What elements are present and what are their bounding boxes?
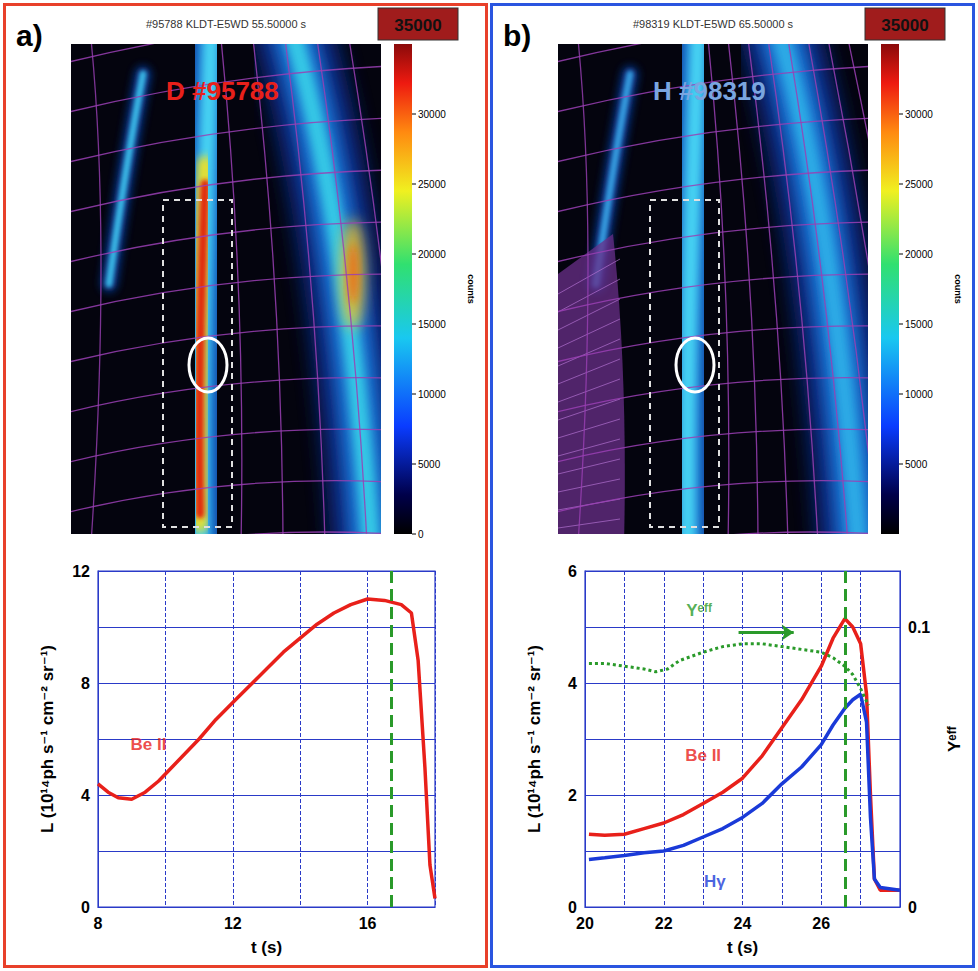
svg-text:6: 6: [568, 563, 577, 580]
svg-text:26: 26: [812, 915, 830, 932]
svg-text:Be II: Be II: [685, 746, 721, 765]
svg-text:b): b): [503, 19, 531, 52]
svg-text:10000: 10000: [905, 389, 933, 400]
svg-text:30000: 30000: [905, 109, 933, 120]
svg-text:Yᵉᶠᶠ: Yᵉᶠᶠ: [945, 726, 964, 752]
svg-text:#95788 KLDT-E5WD 55.50000 s: #95788 KLDT-E5WD 55.50000 s: [146, 18, 307, 30]
svg-text:0.1: 0.1: [908, 619, 930, 636]
svg-text:counts: counts: [466, 274, 476, 304]
svg-text:8: 8: [94, 915, 103, 932]
svg-text:4: 4: [568, 675, 577, 692]
svg-text:10000: 10000: [418, 389, 446, 400]
svg-text:t (s): t (s): [251, 938, 282, 957]
svg-text:L (10¹⁴ph s⁻¹ cm⁻² sr⁻¹): L (10¹⁴ph s⁻¹ cm⁻² sr⁻¹): [38, 645, 57, 833]
svg-text:0: 0: [81, 899, 90, 916]
svg-text:25000: 25000: [905, 179, 933, 190]
svg-text:30000: 30000: [418, 109, 446, 120]
svg-text:20: 20: [576, 915, 594, 932]
svg-text:5000: 5000: [418, 459, 441, 470]
svg-text:35000: 35000: [881, 16, 928, 35]
svg-text:2: 2: [568, 787, 577, 804]
svg-text:t (s): t (s): [727, 938, 758, 957]
svg-text:0: 0: [908, 899, 917, 916]
svg-text:25000: 25000: [418, 179, 446, 190]
svg-text:Hγ: Hγ: [704, 872, 726, 891]
svg-text:15000: 15000: [418, 319, 446, 330]
svg-text:0: 0: [418, 529, 424, 540]
svg-text:#98319 KLDT-E5WD 65.50000 s: #98319 KLDT-E5WD 65.50000 s: [633, 18, 794, 30]
svg-text:12: 12: [72, 563, 90, 580]
svg-text:a): a): [16, 19, 43, 52]
svg-text:35000: 35000: [394, 16, 441, 35]
svg-text:H #98319: H #98319: [653, 76, 766, 106]
svg-text:16: 16: [359, 915, 377, 932]
svg-text:12: 12: [224, 915, 242, 932]
svg-text:L (10¹⁴ph s⁻¹ cm⁻² sr⁻¹): L (10¹⁴ph s⁻¹ cm⁻² sr⁻¹): [525, 645, 544, 833]
svg-text:4: 4: [81, 787, 90, 804]
svg-text:15000: 15000: [905, 319, 933, 330]
svg-text:Yᵉᶠᶠ: Yᵉᶠᶠ: [686, 601, 712, 620]
svg-text:20000: 20000: [905, 249, 933, 260]
svg-text:0: 0: [568, 899, 577, 916]
svg-text:20000: 20000: [418, 249, 446, 260]
svg-text:24: 24: [734, 915, 752, 932]
svg-text:8: 8: [81, 675, 90, 692]
svg-text:5000: 5000: [905, 459, 928, 470]
svg-text:counts: counts: [953, 274, 963, 304]
svg-text:D #95788: D #95788: [166, 76, 279, 106]
svg-text:Be II: Be II: [131, 735, 167, 754]
svg-text:22: 22: [655, 915, 673, 932]
